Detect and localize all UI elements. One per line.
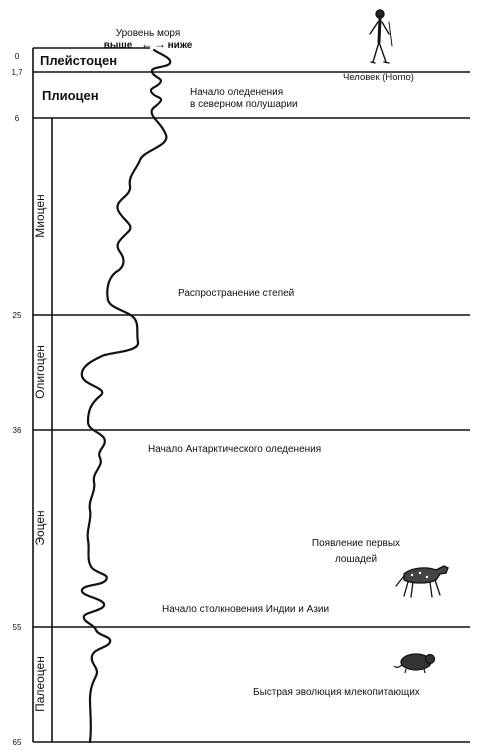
sea-level-title: Уровень моря xyxy=(116,28,181,39)
lower-label: ниже xyxy=(168,40,193,51)
epoch-oligocene: Олигоцен xyxy=(33,345,47,399)
tick-55: 55 xyxy=(13,623,22,632)
tick-25: 25 xyxy=(13,311,22,320)
tick-0: 0 xyxy=(15,52,20,61)
event-glaciation-line2: в северном полушарии xyxy=(190,99,298,110)
early-horse-icon xyxy=(395,565,449,598)
epoch-paleocene: Палеоцен xyxy=(33,656,47,712)
arrow-left-icon: ← xyxy=(141,37,153,51)
tick-1-7: 1,7 xyxy=(11,68,23,77)
tick-6: 6 xyxy=(15,114,20,123)
event-mammal-evolution: Быстрая эволюция млекопитающих xyxy=(253,687,420,698)
epoch-miocene: Миоцен xyxy=(33,194,47,237)
event-horses-line1: Появление первых xyxy=(312,538,400,549)
event-horses-line2: лошадей xyxy=(335,554,377,565)
event-antarctic-glaciation: Начало Антарктического оледенения xyxy=(148,444,321,455)
epoch-pleistocene: Плейстоцен xyxy=(40,53,117,68)
event-glaciation-line1: Начало оледенения xyxy=(190,87,283,98)
tick-65: 65 xyxy=(13,738,22,747)
event-india-asia: Начало столкновения Индии и Азии xyxy=(162,604,329,615)
small-mammal-icon xyxy=(393,653,436,674)
higher-label: выше xyxy=(104,40,133,51)
event-homo: Человек (Homo) xyxy=(343,72,414,83)
epoch-eocene: Эоцен xyxy=(33,510,47,545)
tick-36: 36 xyxy=(13,426,22,435)
epoch-pliocene: Плиоцен xyxy=(42,88,99,103)
sea-level-curve xyxy=(80,48,172,744)
event-steppes: Распространение степей xyxy=(178,288,294,299)
human-figure-icon xyxy=(369,9,393,64)
arrow-right-icon: → xyxy=(154,37,166,51)
